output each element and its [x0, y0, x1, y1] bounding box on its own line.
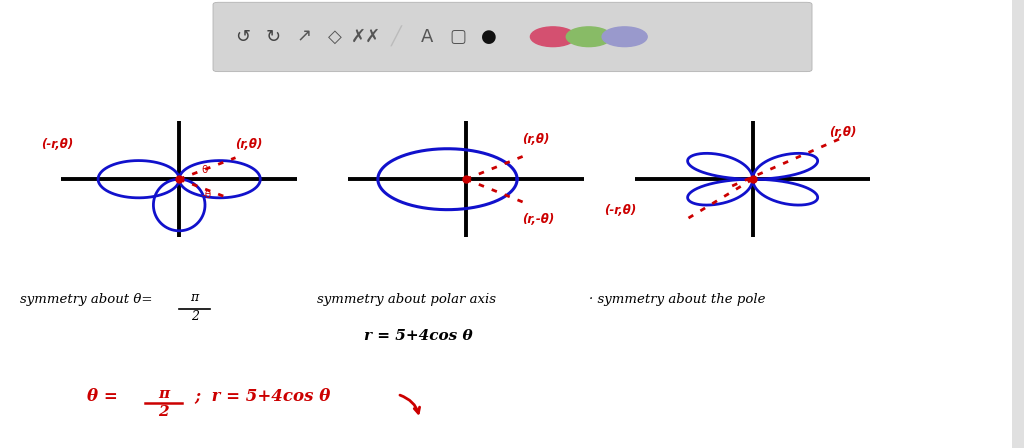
Text: ●: ●: [480, 28, 497, 46]
Text: π: π: [190, 291, 199, 304]
Text: (-r,θ): (-r,θ): [604, 204, 636, 217]
Text: ✗✗: ✗✗: [350, 28, 381, 46]
Text: ↗: ↗: [297, 28, 311, 46]
Text: ↺: ↺: [236, 28, 250, 46]
Bar: [1012, 0, 1024, 448]
Text: ◇: ◇: [328, 28, 342, 46]
Text: ↻: ↻: [266, 28, 281, 46]
Circle shape: [530, 27, 575, 47]
Text: ╱: ╱: [391, 26, 401, 47]
FancyBboxPatch shape: [213, 2, 812, 72]
Text: ;  r = 5+4cos θ: ; r = 5+4cos θ: [195, 388, 331, 405]
Text: · symmetry about the pole: · symmetry about the pole: [589, 293, 765, 306]
Text: (r,θ): (r,θ): [236, 138, 263, 151]
Circle shape: [566, 27, 611, 47]
Text: (r,θ): (r,θ): [522, 133, 550, 146]
Text: ▢: ▢: [450, 28, 466, 46]
Text: (-r,θ): (-r,θ): [41, 138, 73, 151]
Text: symmetry about polar axis: symmetry about polar axis: [317, 293, 497, 306]
Text: -θ: -θ: [202, 190, 212, 200]
Circle shape: [602, 27, 647, 47]
Text: θ =: θ =: [87, 388, 118, 405]
Text: π: π: [159, 387, 169, 401]
Text: (r,θ): (r,θ): [829, 126, 857, 139]
Text: (r,-θ): (r,-θ): [522, 213, 554, 226]
Text: symmetry about θ=: symmetry about θ=: [20, 293, 153, 306]
Text: 2: 2: [159, 405, 169, 418]
Text: r = 5+4cos θ: r = 5+4cos θ: [364, 329, 472, 343]
Text: 2: 2: [190, 310, 199, 323]
Text: θ: θ: [202, 165, 208, 175]
Text: A: A: [421, 28, 433, 46]
